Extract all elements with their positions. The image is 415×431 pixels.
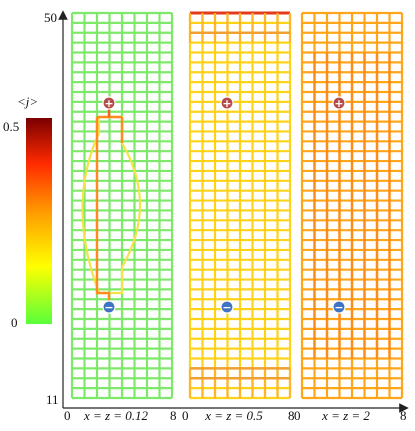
grid-lattice xyxy=(188,11,292,400)
x-end-label: 8 xyxy=(170,408,177,423)
panel-3: + − 0 8 x = z = 2 xyxy=(294,11,407,423)
positive-electrode-icon: + xyxy=(102,96,116,110)
minus-symbol: − xyxy=(334,301,343,314)
x-start-label: 0 xyxy=(294,408,301,423)
panel-1: + − 0 8 x = z = 0.12 xyxy=(64,11,177,423)
colorbar-title: <j> xyxy=(17,94,38,109)
x-start-label: 0 xyxy=(64,408,71,423)
colorbar: <j> 0.5 0 xyxy=(3,94,52,330)
colorbar-max-label: 0.5 xyxy=(3,119,19,134)
minus-symbol: − xyxy=(222,301,231,314)
electrode-circle xyxy=(332,96,346,110)
minus-symbol: − xyxy=(104,301,113,314)
x-start-label: 0 xyxy=(182,408,189,423)
plus-symbol: + xyxy=(334,97,343,110)
negative-electrode-icon: − xyxy=(102,300,116,314)
panel-caption: x = z = 2 xyxy=(321,408,370,423)
electrode-circle xyxy=(220,300,234,314)
electrode-circle xyxy=(220,96,234,110)
grid-lattice xyxy=(300,11,404,400)
grid-lattice xyxy=(70,11,174,400)
panel-caption: x = z = 0.5 xyxy=(204,408,263,423)
negative-electrode-icon: − xyxy=(220,300,234,314)
y-axis-bottom-label: 11 xyxy=(46,392,59,407)
negative-electrode-icon: − xyxy=(332,300,346,314)
colorbar-gradient-bar xyxy=(26,118,52,324)
positive-electrode-icon: + xyxy=(220,96,234,110)
panel-2: + − 0 8 x = z = 0.5 xyxy=(182,11,295,423)
y-axis-top-label: 50 xyxy=(44,10,57,25)
colorbar-min-label: 0 xyxy=(11,315,18,330)
plus-symbol: + xyxy=(222,97,231,110)
axes: 50 11 xyxy=(44,10,409,413)
electrode-circle xyxy=(332,300,346,314)
panels: +−0 8x = z = 0.12+−0 8x = z = 0.5+−0 8x = z… xyxy=(64,11,407,423)
panel-caption: x = z = 0.12 xyxy=(83,408,149,423)
x-end-label: 8 xyxy=(400,408,407,423)
positive-electrode-icon: + xyxy=(332,96,346,110)
current-path-envelope xyxy=(81,115,142,295)
x-end-label: 8 xyxy=(288,408,295,423)
electrode-circle xyxy=(102,96,116,110)
plus-symbol: + xyxy=(104,97,113,110)
electrode-circle xyxy=(102,300,116,314)
